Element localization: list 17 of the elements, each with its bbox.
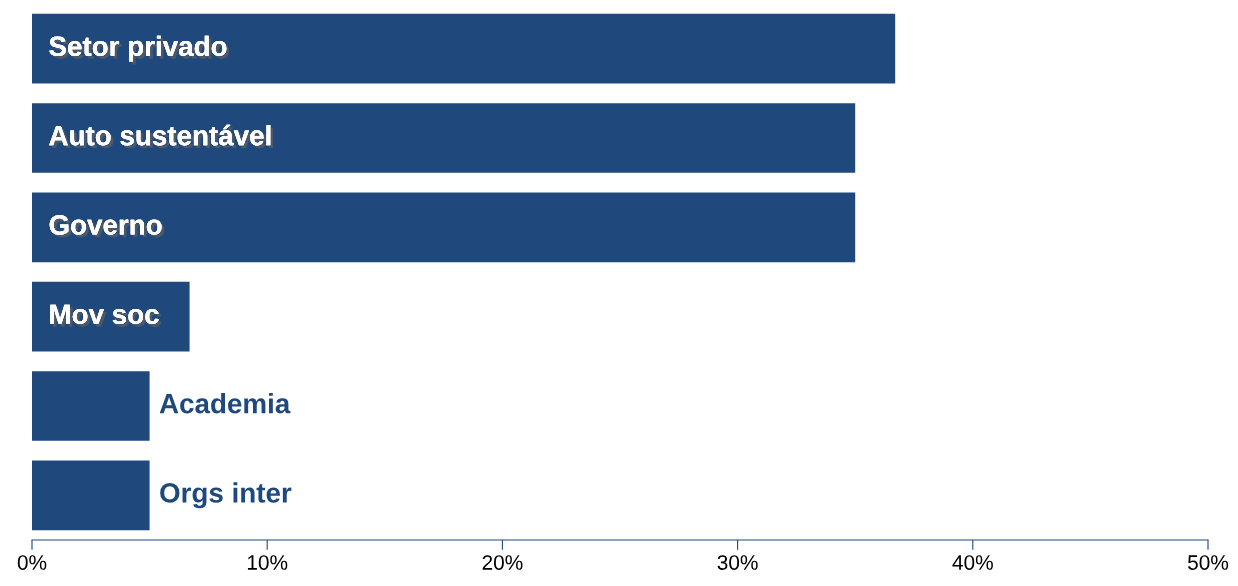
x-tick-label: 10% [247,555,288,570]
bar [32,103,856,173]
y-tick-label: Governo [49,215,165,238]
bar [32,460,150,531]
y-tick-label: Auto sustentável [49,124,274,149]
x-tick-label: 50% [1187,555,1229,570]
y-tick-label: Setor privado [49,35,230,65]
x-tick-label: 40% [952,555,993,570]
y-tick-label: Academia [159,393,291,414]
x-tick-label: 30% [717,555,758,570]
bar [32,13,896,84]
y-tick-label: Orgs inter [160,482,292,509]
x-tick-label: 0% [17,555,47,570]
x-tick-label: 20% [482,555,523,570]
bar [32,192,856,263]
bar [32,371,150,441]
y-tick-label: Mov soc [50,304,162,327]
